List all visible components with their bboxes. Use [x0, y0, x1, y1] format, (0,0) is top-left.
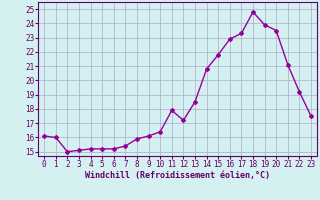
X-axis label: Windchill (Refroidissement éolien,°C): Windchill (Refroidissement éolien,°C): [85, 171, 270, 180]
